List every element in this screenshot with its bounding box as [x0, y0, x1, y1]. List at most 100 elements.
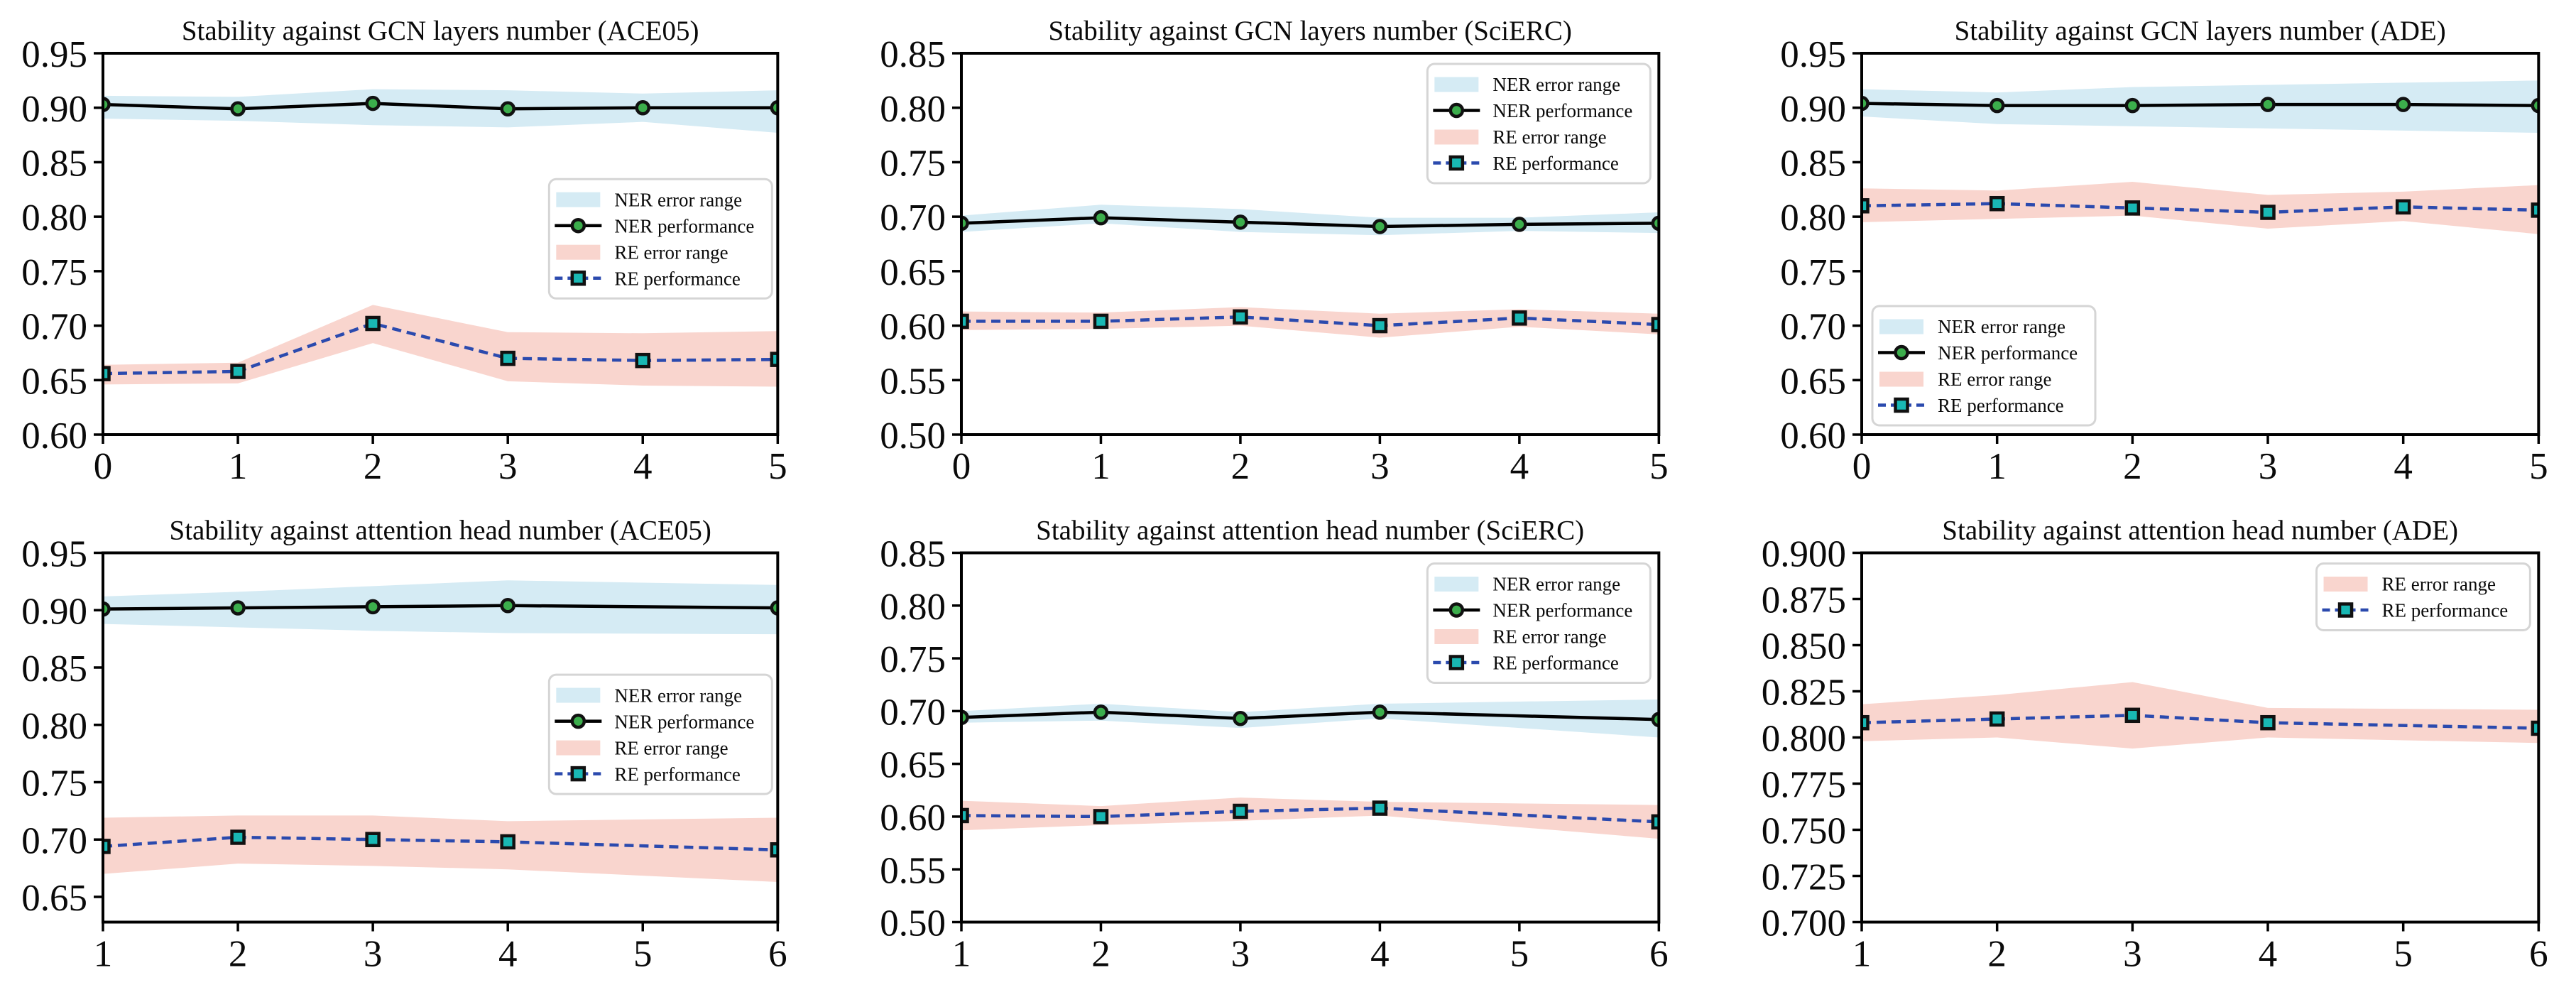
plot-area — [961, 699, 1659, 839]
y-tick-label: 0.70 — [21, 307, 87, 348]
re-performance-marker — [102, 838, 111, 854]
y-tick-label: 0.75 — [21, 252, 87, 293]
legend-label: RE error range — [1938, 369, 2051, 390]
ner-performance-marker — [1372, 219, 1388, 234]
re-performance-line — [961, 315, 1659, 327]
ner-performance-marker — [365, 95, 381, 111]
x-tick-label: 1 — [94, 933, 113, 974]
ner-performance-legend-marker — [570, 217, 586, 234]
re-performance-marker — [365, 315, 381, 332]
re-performance-legend-marker — [1448, 654, 1465, 670]
legend-label: NER performance — [614, 711, 754, 732]
y-tick-label: 0.85 — [1780, 143, 1846, 185]
ner-performance-line — [102, 102, 778, 111]
x-tick-label: 0 — [1852, 446, 1871, 487]
axes-box — [1860, 52, 2540, 436]
ner-error-range-band — [102, 89, 778, 134]
chart-title: Stability against attention head number … — [170, 515, 711, 545]
legend: NER error range NER performance RE error r… — [1426, 562, 1652, 684]
ner-performance-marker — [2395, 97, 2411, 112]
ner-performance-marker — [1233, 710, 1249, 726]
legend-label: NER performance — [1493, 100, 1633, 121]
plot-area — [102, 89, 778, 387]
y-tick-label: 0.70 — [880, 197, 946, 239]
y-tick-label: 0.65 — [21, 878, 87, 919]
legend-label: NER error range — [614, 189, 742, 210]
y-tick-label: 0.95 — [21, 34, 87, 75]
x-tick-label: 2 — [1231, 446, 1250, 487]
x-tick-label: 5 — [1649, 446, 1669, 487]
legend-label: RE performance — [614, 763, 741, 785]
x-tick-label: 4 — [498, 933, 518, 974]
re-performance-marker — [365, 831, 381, 847]
re-performance-legend-marker — [2337, 601, 2353, 618]
ner-performance-marker — [1861, 95, 1870, 111]
axes-ticks: 0 1 2 3 4 5 0.95 0.90 0.85 0.80 0.75 0.70 0.65 0.60 — [21, 34, 787, 487]
y-tick-label: 0.70 — [1780, 307, 1846, 348]
x-tick-label: 1 — [952, 933, 971, 974]
legend-label: RE performance — [1938, 395, 2064, 416]
chart-gcn-layers-ade: 0 1 2 3 4 5 0.95 0.90 0.85 0.80 0.75 0.70 0.65 0.60 St… — [1718, 0, 2576, 501]
re-error-range-band — [102, 305, 778, 387]
legend-label: RE error range — [614, 737, 728, 758]
axes-box — [960, 52, 1661, 436]
re-performance-marker — [1233, 803, 1249, 819]
re-performance-marker — [2124, 707, 2140, 723]
chart-attention-heads-scierc: 1 2 3 4 5 6 0.85 0.80 0.75 0.70 0.65 0.60 0.55 0.50 St… — [858, 501, 1717, 1002]
re-performance-marker — [500, 350, 515, 366]
re-performance-marker — [2259, 714, 2276, 730]
chart-title: Stability against GCN layers number (Sci… — [1049, 16, 1572, 46]
axes-ticks: 1 2 3 4 5 6 0.85 0.80 0.75 0.70 0.65 0.60 0.55 0.50 — [880, 533, 1669, 974]
y-tick-label: 0.80 — [880, 89, 946, 130]
re-error-range-legend-swatch — [556, 740, 601, 756]
y-tick-label: 0.50 — [880, 415, 946, 457]
ner-performance-marker — [1233, 214, 1249, 230]
plot-area — [102, 579, 778, 882]
x-tick-label: 3 — [1231, 933, 1250, 974]
ner-performance-legend-marker — [1448, 102, 1465, 119]
y-tick-label: 0.80 — [880, 586, 946, 627]
y-tick-label: 0.875 — [1761, 579, 1845, 621]
re-performance-line — [1861, 202, 2538, 214]
x-tick-label: 4 — [2258, 933, 2277, 974]
y-tick-label: 0.60 — [880, 797, 946, 839]
legend-label: RE performance — [1493, 153, 1620, 174]
y-tick-label: 0.60 — [21, 415, 87, 457]
y-tick-label: 0.65 — [21, 361, 87, 402]
y-tick-label: 0.80 — [21, 197, 87, 239]
chart-gcn-layers-scierc: 0 1 2 3 4 5 0.85 0.80 0.75 0.70 0.65 0.60 0.55 0.50 St… — [858, 0, 1717, 501]
y-tick-label: 0.85 — [21, 143, 87, 185]
legend: NER error range NER performance RE error r… — [1426, 62, 1652, 185]
re-performance-marker — [2395, 199, 2411, 215]
legend-label: NER error range — [614, 685, 742, 706]
x-tick-label: 6 — [2529, 933, 2548, 974]
chart-title: Stability against attention head number … — [1942, 515, 2458, 545]
x-tick-label: 1 — [1852, 933, 1871, 974]
legend-label: RE performance — [1493, 652, 1620, 673]
y-tick-label: 0.75 — [1780, 252, 1846, 293]
legend: NER error range NER performance RE error r… — [547, 673, 773, 795]
axes-box — [101, 551, 780, 923]
y-tick-label: 0.65 — [1780, 361, 1846, 402]
ner-performance-marker — [961, 215, 970, 232]
chart-canvas-gcn-layers-ace05: 0 1 2 3 4 5 0.95 0.90 0.85 0.80 0.75 0.70 0.65 0.60 St… — [21, 16, 787, 487]
re-performance-marker — [1861, 198, 1870, 214]
x-tick-label: 0 — [952, 446, 971, 487]
re-error-range-legend-swatch — [1434, 628, 1479, 644]
re-error-range-band — [961, 797, 1659, 839]
x-tick-label: 3 — [1370, 446, 1390, 487]
y-tick-label: 0.800 — [1761, 718, 1845, 759]
x-tick-label: 5 — [2394, 933, 2413, 974]
ner-performance-legend-marker — [1893, 344, 1909, 361]
ner-performance-line — [1861, 102, 2538, 107]
ner-performance-marker — [2259, 97, 2276, 112]
y-tick-label: 0.75 — [21, 763, 87, 804]
x-tick-label: 6 — [768, 933, 787, 974]
legend-label: RE performance — [2381, 599, 2508, 621]
re-performance-line — [102, 322, 778, 376]
y-tick-label: 0.90 — [21, 591, 87, 632]
ner-error-range-band — [961, 699, 1659, 738]
re-performance-marker — [961, 807, 970, 823]
re-performance-marker — [1093, 313, 1109, 330]
re-performance-marker — [1512, 310, 1527, 326]
